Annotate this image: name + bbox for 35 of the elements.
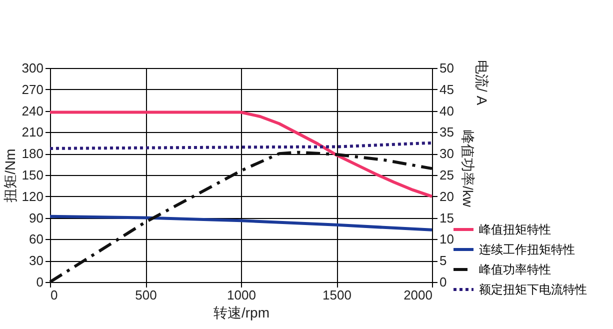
y-tick-label: 300 [22, 60, 44, 76]
x-tick-label: 0 [50, 288, 58, 302]
y2-tick-label: 15 [440, 210, 454, 226]
y-tick-label: 270 [22, 82, 44, 97]
y-tick-label: 210 [22, 124, 44, 140]
y2-tick-label: 50 [440, 60, 454, 76]
text: 电流/ A [474, 60, 490, 106]
legend-label: 额定扭矩下电流特性 [479, 282, 587, 296]
y2-tick-label: 10 [440, 232, 454, 247]
legend-label: 峰值扭矩特性 [479, 222, 551, 236]
y-tick-label: 180 [22, 146, 44, 162]
y-tick-label: 90 [29, 210, 44, 226]
legend-label: 连续工作扭矩特性 [479, 242, 575, 256]
x-axis-title: 转速/rpm [214, 304, 270, 320]
y-tick-label: 30 [29, 253, 44, 268]
y2-tick-label: 0 [440, 274, 447, 290]
y2-tick-label: 25 [440, 168, 454, 182]
y2-tick-label: 45 [440, 82, 454, 97]
y-tick-label: 150 [22, 168, 44, 182]
y2-tick-label: 40 [440, 103, 454, 118]
y-axis-title: 扭矩/Nm [2, 148, 18, 202]
legend-label: 峰值功率特性 [479, 262, 551, 276]
y-tick-label: 120 [22, 188, 44, 204]
y2-axis-title: 峰值功率/kw [460, 130, 476, 208]
x-tick-label: 1500 [322, 288, 352, 302]
y2-tick-label: 30 [440, 146, 454, 162]
x-tick-label: 1000 [227, 288, 256, 302]
y-tick-label: 240 [22, 103, 44, 118]
x-tick-label: 500 [135, 288, 157, 302]
y-tick-label: 60 [29, 232, 44, 247]
y2-tick-label: 20 [440, 188, 454, 204]
y2-tick-label: 35 [440, 124, 454, 140]
y2-tick-label: 5 [440, 253, 447, 268]
x-tick-label: 2000 [404, 288, 432, 302]
y-tick-label: 0 [36, 274, 44, 290]
